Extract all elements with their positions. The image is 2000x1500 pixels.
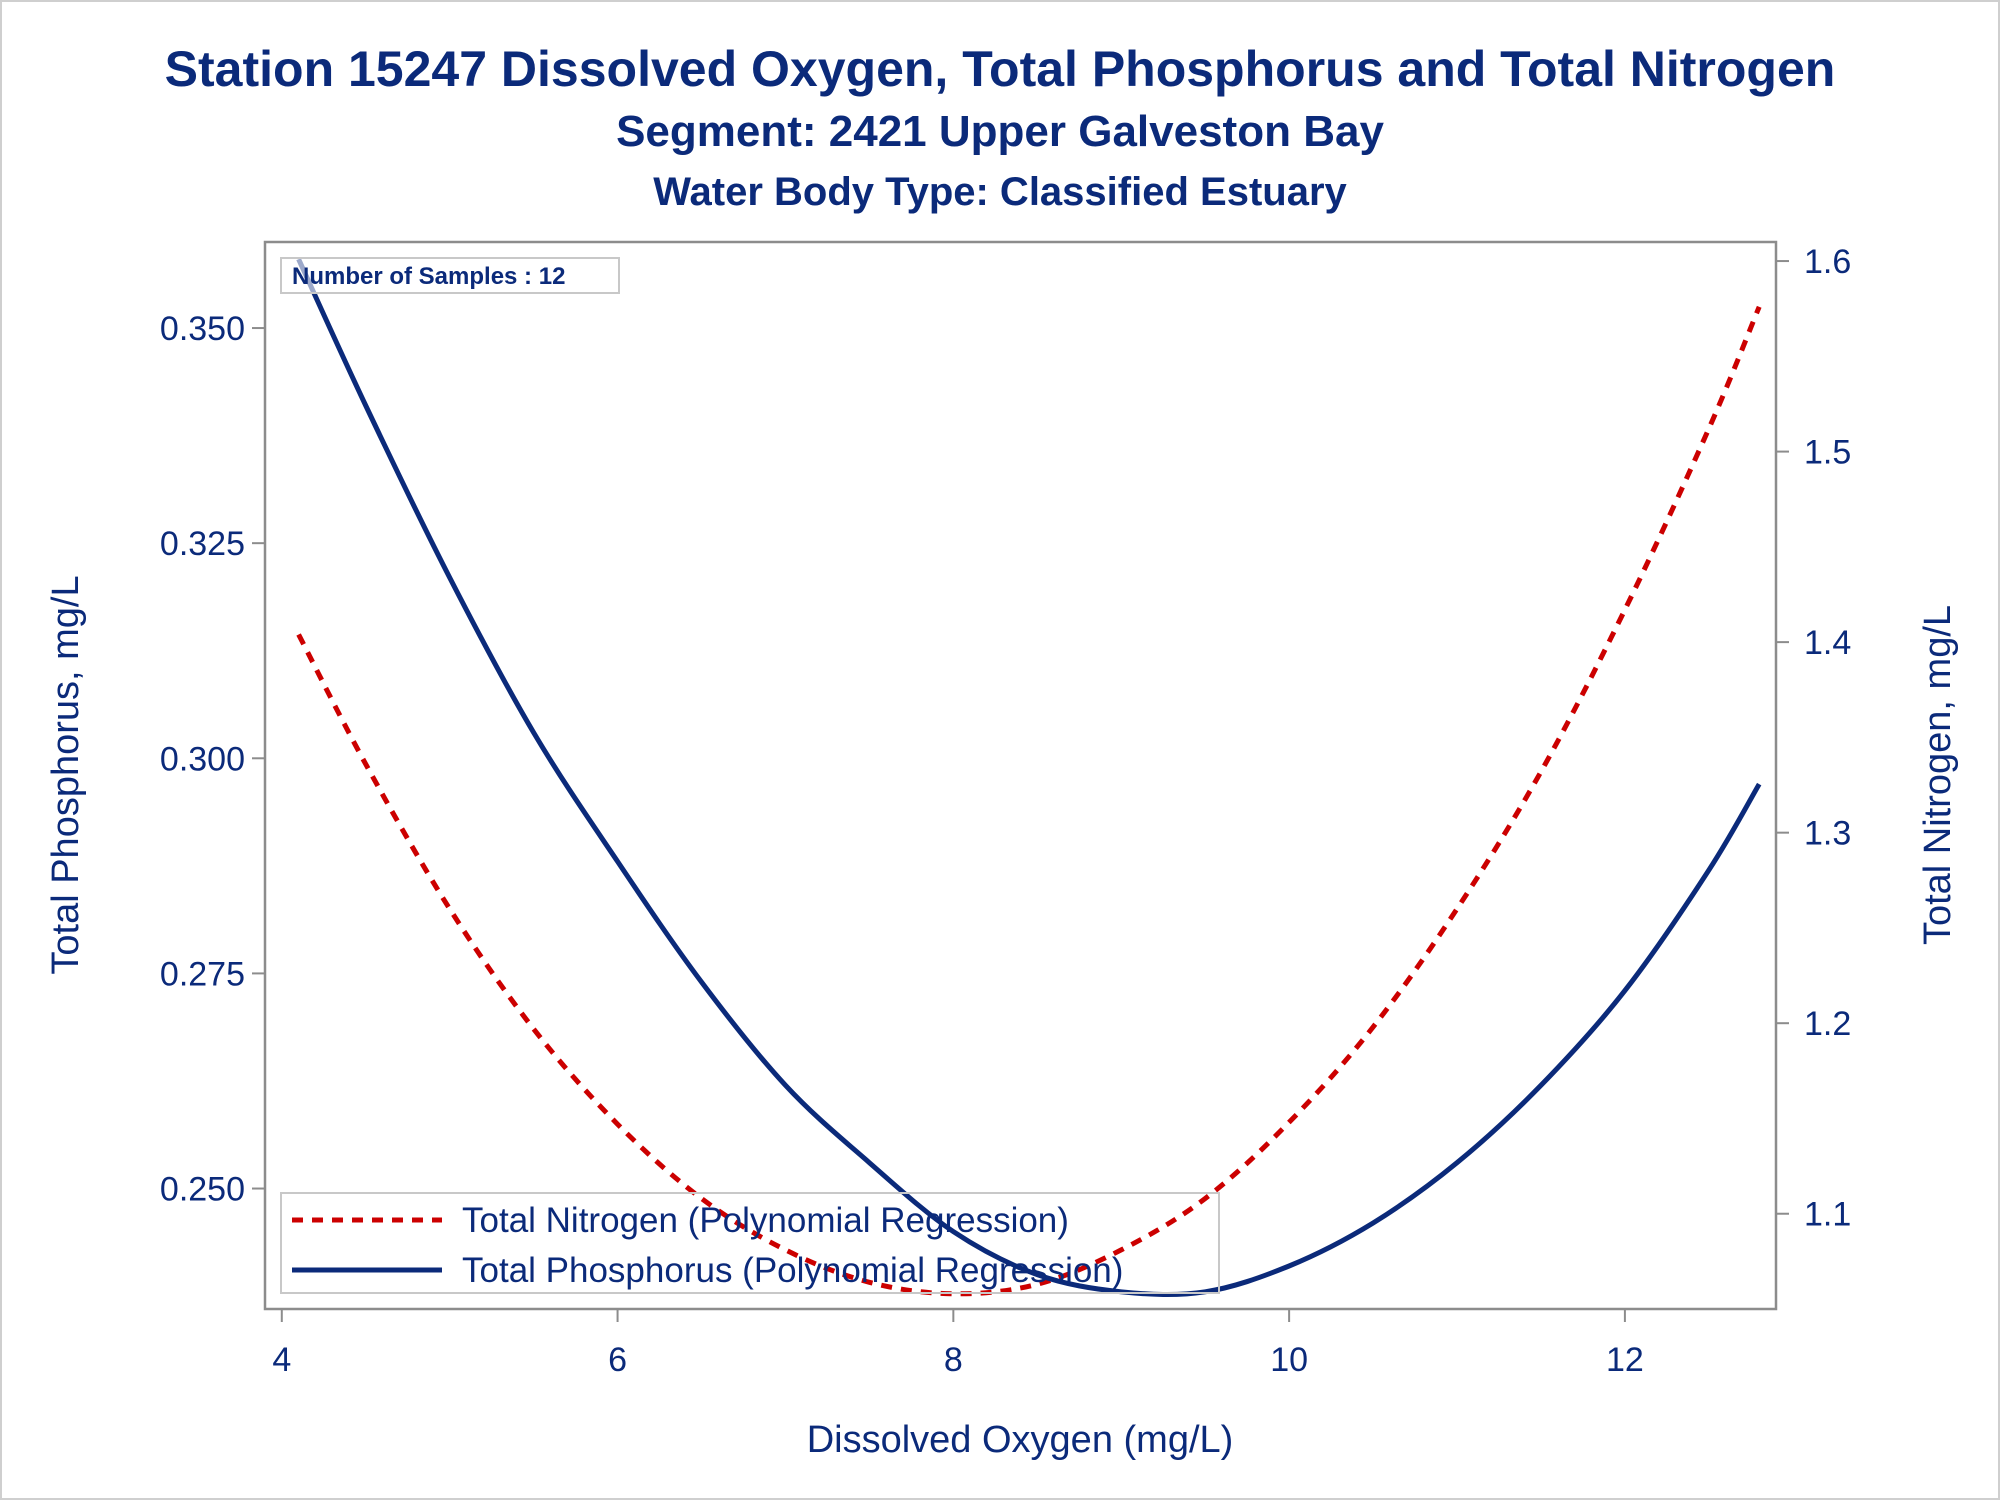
x-tick-label: 6 (608, 1341, 627, 1379)
y-axis-label: Total Phosphorus, mg/L (45, 575, 87, 974)
y2-tick-label: 1.2 (1804, 1005, 1851, 1043)
y2-tick-label: 1.3 (1804, 815, 1851, 853)
x-axis: 4 6 8 10 12 (272, 1309, 1644, 1379)
y2-axis-label: Total Nitrogen, mg/L (1917, 605, 1959, 945)
x-tick-label: 8 (944, 1341, 963, 1379)
y2-tick-label: 1.1 (1804, 1196, 1851, 1234)
total-phosphorus-line (296, 258, 1762, 1297)
legend-label: Total Phosphorus (Polynomial Regression) (462, 1251, 1123, 1290)
y-tick-label: 0.325 (160, 525, 245, 563)
x-tick-label: 10 (1270, 1341, 1308, 1379)
y-tick-label: 0.275 (160, 955, 245, 993)
sample-count-label: Number of Samples : 12 (292, 263, 565, 290)
chart-title: Station 15247 Dissolved Oxygen, Total Ph… (164, 41, 1836, 97)
chart-subtitle-2: Water Body Type: Classified Estuary (653, 170, 1347, 214)
y2-tick-label: 1.6 (1804, 243, 1851, 281)
y-tick-label: 0.250 (160, 1171, 245, 1209)
x-axis-label: Dissolved Oxygen (mg/L) (807, 1419, 1234, 1461)
y-axis-right: 1.1 1.2 1.3 1.4 1.5 1.6 (1776, 243, 1851, 1234)
legend-box (280, 1192, 1220, 1294)
x-tick-label: 12 (1606, 1341, 1644, 1379)
sample-count-box: Number of Samples : 12 (280, 257, 620, 294)
total-nitrogen-line (296, 305, 1762, 1297)
y-tick-label: 0.300 (160, 740, 245, 778)
series-layer (296, 258, 1762, 1297)
plot-area (263, 240, 1778, 1311)
chart-subtitle: Segment: 2421 Upper Galveston Bay (616, 107, 1384, 156)
y-tick-label: 0.350 (160, 310, 245, 348)
legend: Total Nitrogen (Polynomial Regression) To… (280, 1192, 1220, 1294)
legend-label: Total Nitrogen (Polynomial Regression) (462, 1201, 1069, 1240)
y-axis-left: 0.250 0.275 0.300 0.325 0.350 (160, 310, 265, 1209)
x-tick-label: 4 (272, 1341, 291, 1379)
y2-tick-label: 1.4 (1804, 624, 1851, 662)
y2-tick-label: 1.5 (1804, 434, 1851, 472)
